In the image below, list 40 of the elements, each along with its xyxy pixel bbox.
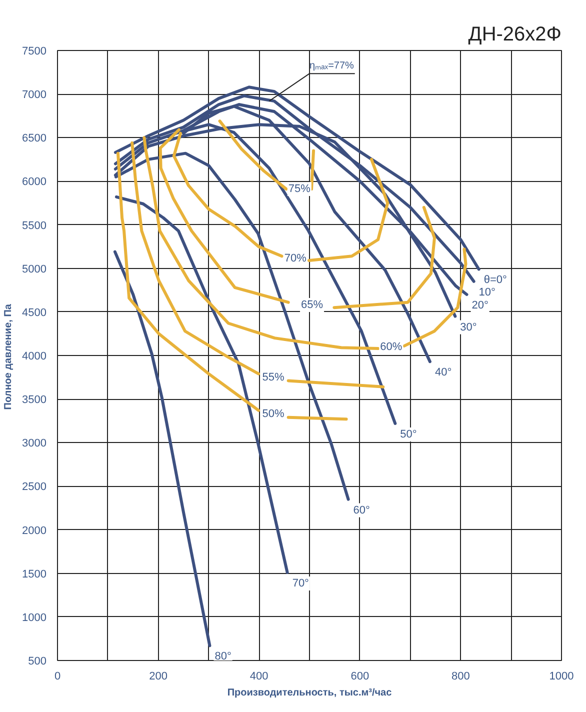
series-label: 30° xyxy=(460,321,477,334)
series-label: 55% xyxy=(262,371,284,384)
series-label: 80° xyxy=(214,650,232,663)
series-label: 65% xyxy=(301,298,324,311)
x-tick-label: 800 xyxy=(452,670,470,682)
x-tick-label: 400 xyxy=(250,670,268,682)
y-tick-label: 6000 xyxy=(22,176,47,188)
series-label: 60° xyxy=(353,504,370,516)
y-tick-label: 500 xyxy=(28,656,47,668)
y-tick-label: 7500 xyxy=(22,46,47,58)
x-tick-label: 1000 xyxy=(549,670,574,682)
y-tick-label: 4500 xyxy=(22,306,47,319)
series-label: 50° xyxy=(400,428,417,440)
y-tick-label: 3500 xyxy=(22,394,47,406)
series-label: 40° xyxy=(434,366,452,379)
series-label: 20° xyxy=(472,300,488,312)
y-tick-label: 6500 xyxy=(22,132,47,145)
x-axis-title: Производительность, тыс.м³/час xyxy=(227,688,392,698)
y-tick-label: 7000 xyxy=(22,89,47,102)
y-tick-label: 2000 xyxy=(22,524,47,537)
series-label: 70° xyxy=(292,577,309,590)
x-tick-label: 0 xyxy=(54,670,61,682)
y-tick-label: 4000 xyxy=(22,350,47,362)
series-label: 10° xyxy=(478,286,496,298)
series-label: θ=0° xyxy=(484,274,507,286)
y-tick-label: 1000 xyxy=(22,612,47,624)
y-axis-title: Полное давление, Па xyxy=(3,304,14,410)
y-tick-label: 1500 xyxy=(22,568,47,580)
y-tick-label: 5000 xyxy=(22,263,47,276)
chart-title: ДН-26х2Ф xyxy=(468,24,562,46)
series-label: 50% xyxy=(262,408,284,420)
annotation: ηₘₐₓ=77% xyxy=(310,60,354,72)
y-tick-label: 3000 xyxy=(22,438,47,450)
y-tick-label: 5500 xyxy=(22,220,47,232)
series-label: 75% xyxy=(288,183,311,196)
y-tick-label: 2500 xyxy=(22,481,47,494)
series-label: 60% xyxy=(380,341,402,354)
x-tick-label: 200 xyxy=(149,670,168,682)
x-tick-label: 600 xyxy=(350,670,370,682)
series-label: 70% xyxy=(284,252,307,264)
